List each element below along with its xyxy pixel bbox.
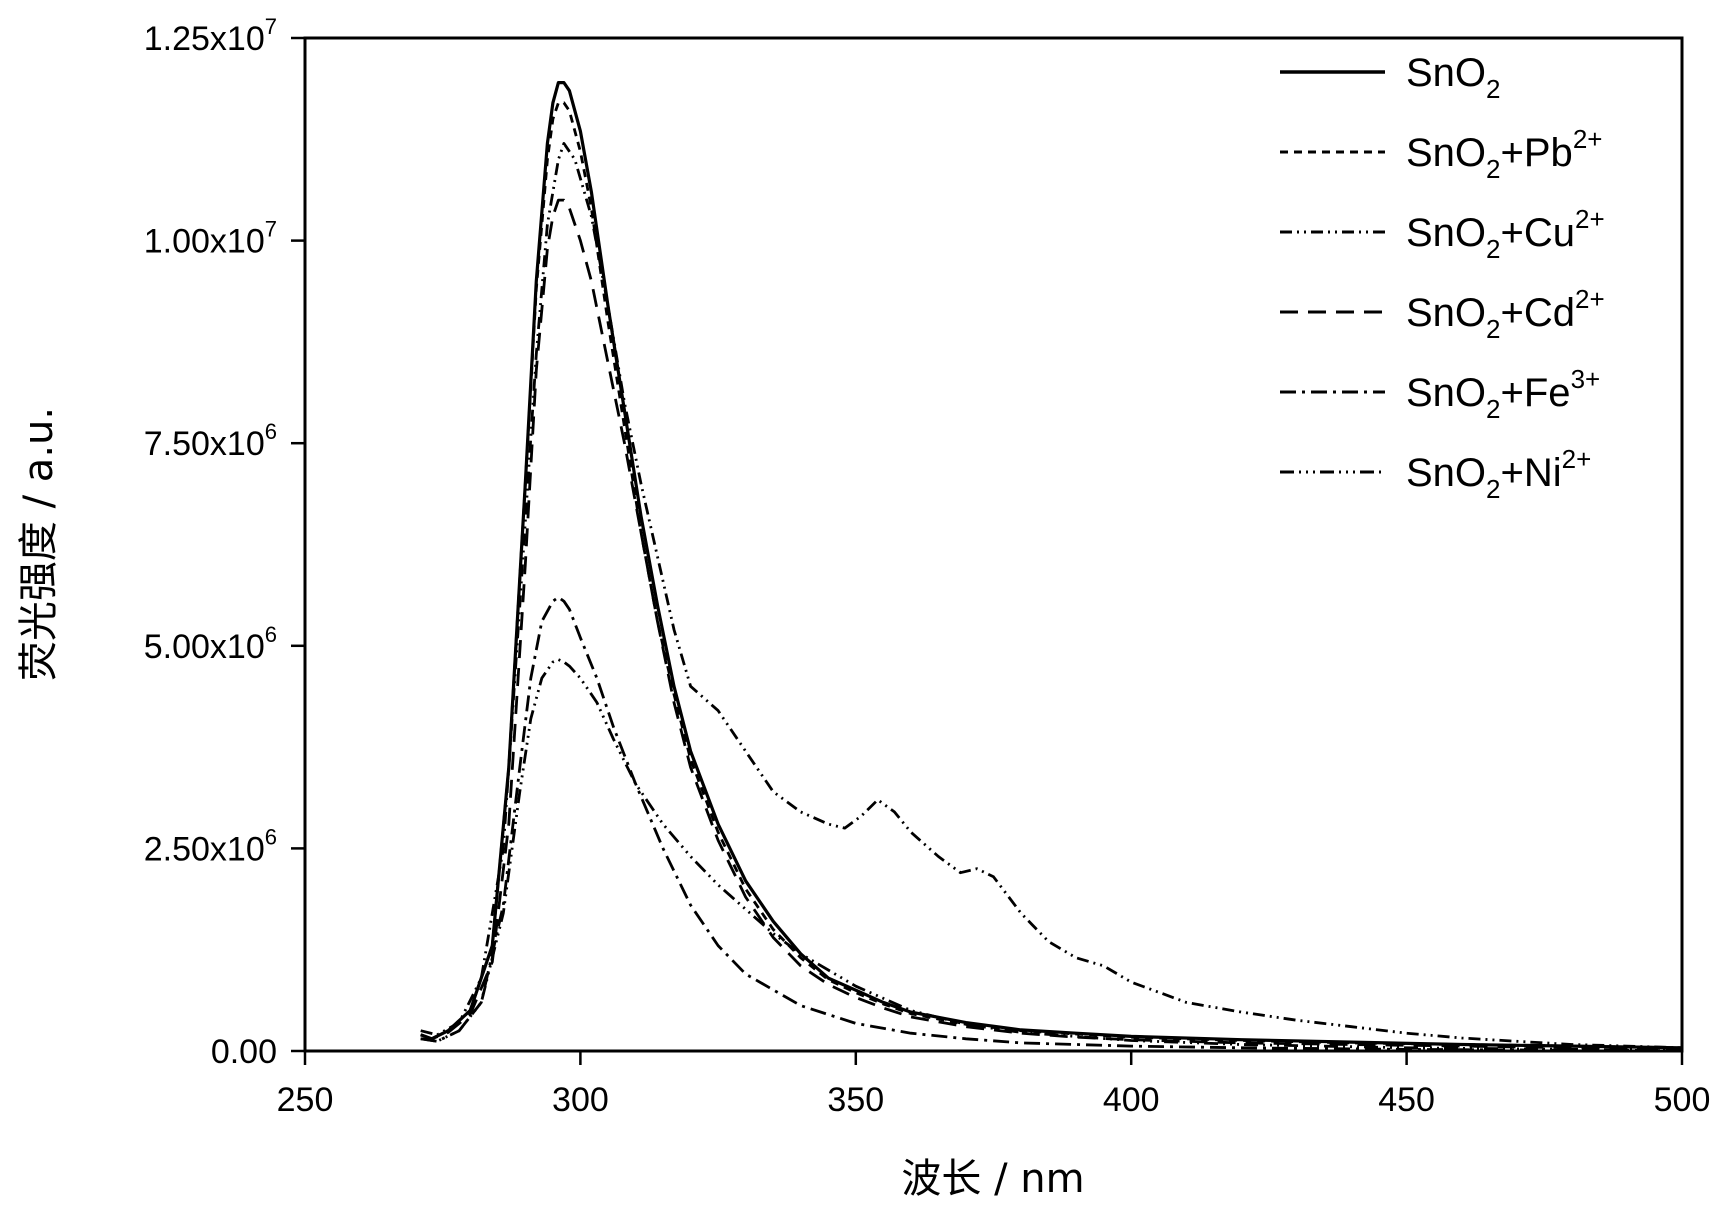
- x-axis-title: 波长 / nm: [901, 1156, 1084, 1202]
- legend-label: SnO2: [1406, 51, 1501, 104]
- legend-base: SnO: [1406, 371, 1486, 415]
- legend-subscript: 2: [1486, 314, 1500, 344]
- legend-base: SnO: [1406, 451, 1486, 495]
- legend-ion: +Cu: [1501, 211, 1576, 255]
- legend-base: SnO: [1406, 131, 1486, 175]
- legend-subscript: 2: [1486, 154, 1500, 184]
- y-tick-label: 2.50x106: [144, 824, 277, 868]
- y-tick-label: 0.00: [211, 1033, 277, 1071]
- legend-superscript: 3+: [1571, 364, 1601, 394]
- y-tick-label: 1.25x107: [144, 14, 277, 58]
- legend-label: SnO2+Pb2+: [1406, 124, 1602, 184]
- series-layer: [420, 80, 1683, 1052]
- legend-superscript: 2+: [1575, 284, 1605, 314]
- legend-subscript: 2: [1486, 394, 1500, 424]
- y-tick-mantissa: 1.00x10: [144, 223, 265, 261]
- y-tick-exponent: 6: [265, 824, 277, 849]
- plot-frame: [303, 36, 1684, 1053]
- legend: SnO2SnO2+Pb2+SnO2+Cu2+SnO2+Cd2+SnO2+Fe3+…: [1280, 51, 1605, 504]
- legend-ion: +Ni: [1501, 451, 1562, 495]
- legend-label: SnO2+Cu2+: [1406, 204, 1605, 264]
- legend-subscript: 2: [1486, 474, 1500, 504]
- legend-label: SnO2+Ni2+: [1406, 444, 1591, 504]
- x-tick-label: 350: [827, 1081, 884, 1119]
- y-axis-title: 荧光强度 / a.u.: [16, 407, 62, 681]
- y-tick-exponent: 6: [265, 622, 277, 647]
- y-tick-mantissa: 1.25x10: [144, 20, 265, 58]
- series-line-3: [420, 198, 1683, 1050]
- legend-superscript: 2+: [1575, 204, 1605, 234]
- legend-superscript: 2+: [1562, 444, 1592, 474]
- y-tick-exponent: 7: [265, 217, 277, 242]
- x-axis: 250 300 350 400 450 500: [277, 1051, 1711, 1119]
- y-tick-mantissa: 7.50x10: [144, 425, 265, 463]
- y-tick-mantissa: 2.50x10: [144, 830, 265, 868]
- legend-subscript: 2: [1486, 74, 1500, 104]
- x-tick-label: 300: [552, 1081, 609, 1119]
- legend-subscript: 2: [1486, 234, 1500, 264]
- y-tick-label: 5.00x106: [144, 622, 277, 666]
- legend-superscript: 2+: [1573, 124, 1603, 154]
- series-line-0: [420, 80, 1683, 1050]
- y-tick-mantissa: 5.00x10: [144, 628, 265, 666]
- y-tick-exponent: 6: [265, 419, 277, 444]
- y-tick-exponent: 7: [265, 14, 277, 39]
- legend-ion: +Pb: [1501, 131, 1573, 175]
- x-tick-label: 250: [277, 1081, 334, 1119]
- legend-ion: +Fe: [1501, 371, 1571, 415]
- legend-label: SnO2+Cd2+: [1406, 284, 1605, 344]
- legend-base: SnO: [1406, 291, 1486, 335]
- series-line-2: [420, 141, 1683, 1050]
- legend-base: SnO: [1406, 211, 1486, 255]
- y-axis: 0.002.50x1065.00x1067.50x1061.00x1071.25…: [144, 14, 305, 1071]
- series-line-5: [420, 658, 1683, 1052]
- y-tick-label: 7.50x106: [144, 419, 277, 463]
- y-tick-label: 1.00x107: [144, 217, 277, 261]
- x-tick-label: 450: [1378, 1081, 1435, 1119]
- series-line-4: [420, 595, 1683, 1052]
- x-tick-label: 400: [1103, 1081, 1160, 1119]
- legend-base: SnO: [1406, 51, 1486, 95]
- y-tick-mantissa: 0.00: [211, 1033, 277, 1071]
- legend-label: SnO2+Fe3+: [1406, 364, 1600, 424]
- legend-ion: +Cd: [1501, 291, 1576, 335]
- x-tick-label: 500: [1654, 1081, 1711, 1119]
